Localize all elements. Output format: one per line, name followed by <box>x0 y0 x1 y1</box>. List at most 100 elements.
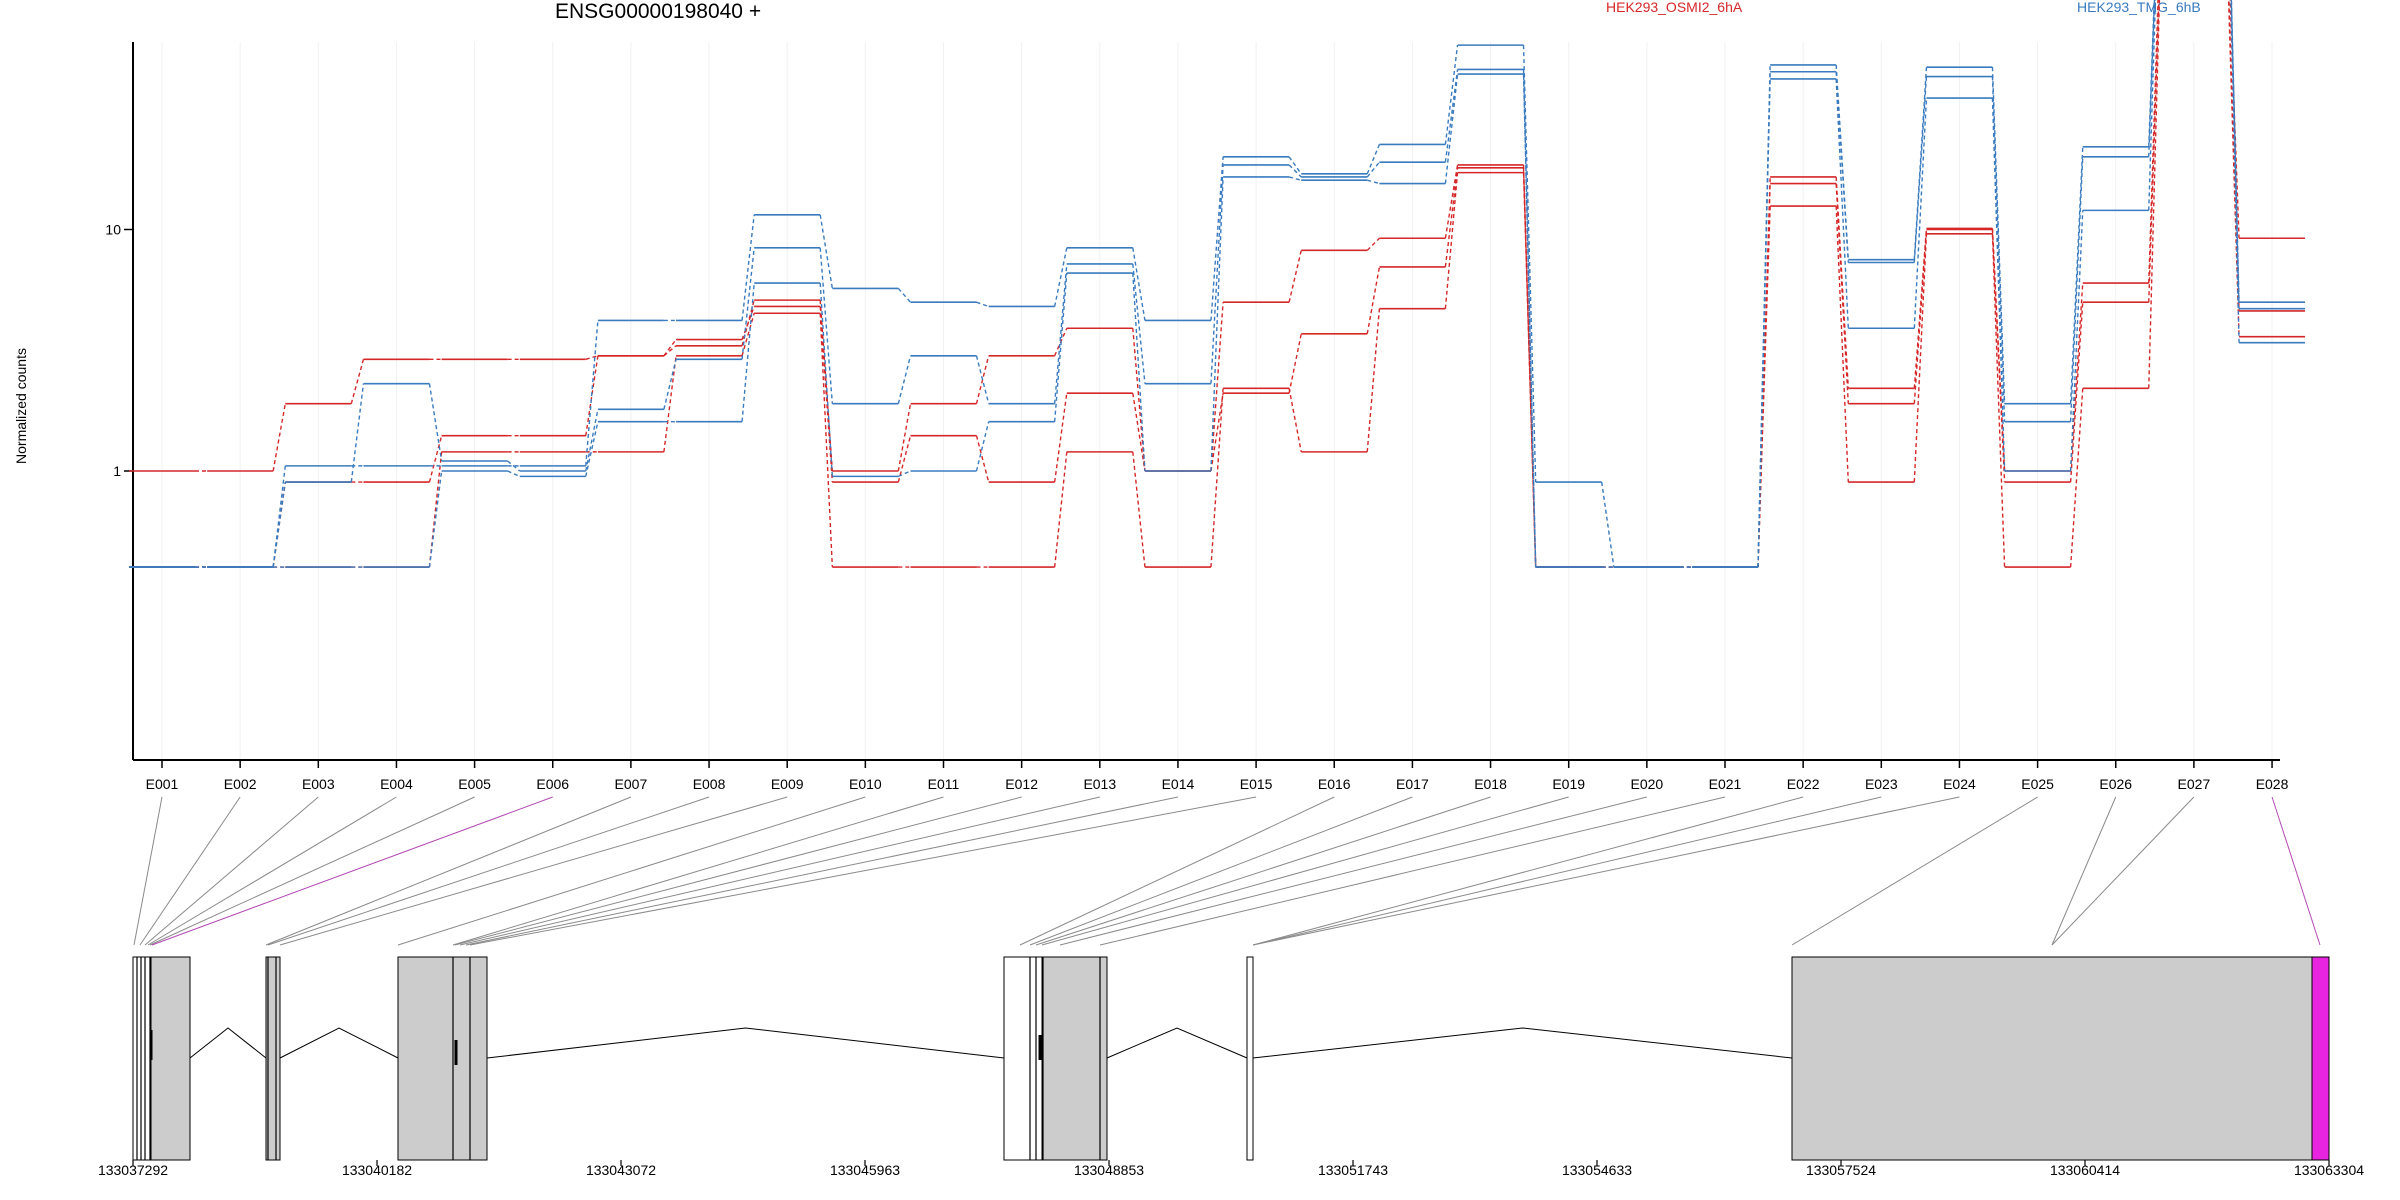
series-3-link-9 <box>819 313 834 568</box>
x-axis: E001 E002 E003 E004 E005 E006 E007 E008 E009 E010… <box>133 759 2289 792</box>
series-3-link-27 <box>2227 0 2240 337</box>
x-tick-label-e027: E027 <box>2178 776 2211 792</box>
series-5-link-7 <box>663 359 677 410</box>
gene-exon-block-2 <box>150 956 191 1161</box>
series-6-link-11 <box>975 421 990 472</box>
series-2-link-9 <box>819 306 834 483</box>
y-tick-label-1: 1 <box>113 463 121 479</box>
intron-4 <box>1106 1027 1248 1059</box>
x-tick-label-e012: E012 <box>1005 776 1038 792</box>
connector-e018 <box>1035 796 1491 946</box>
exon-connector-lines <box>133 796 2321 946</box>
y-axis-label: Normalized counts <box>13 348 29 464</box>
series-4-link-15 <box>1288 156 1302 175</box>
connector-e008 <box>267 796 710 946</box>
connector-e003 <box>144 796 319 946</box>
connector-e007 <box>265 796 632 946</box>
connector-e020 <box>1059 796 1647 946</box>
series-4-link-21 <box>1757 64 1771 568</box>
series-4-link-8 <box>741 214 755 321</box>
series-1-link-14 <box>1210 302 1224 472</box>
series-4-link-6 <box>585 320 599 466</box>
series-2-link-13 <box>1132 393 1146 472</box>
series-5-link-22 <box>1835 71 1849 263</box>
series-6-link-16 <box>1367 179 1380 185</box>
series-2-link-23 <box>1913 229 1928 404</box>
x-tick-label-e021: E021 <box>1709 776 1742 792</box>
x-tick-label-e024: E024 <box>1943 776 1976 792</box>
connector-e001 <box>133 796 163 946</box>
series-4-link-17 <box>1444 45 1459 145</box>
intron-3 <box>486 1027 1005 1059</box>
series-4-link-18 <box>1522 45 1537 483</box>
coord-tick-label-6: 133051743 <box>1318 1162 1388 1178</box>
series-1-link-6 <box>585 355 599 361</box>
coord-tick-label-7: 133054633 <box>1562 1162 1632 1178</box>
series-3-link-17 <box>1444 172 1459 309</box>
series-5-link-10 <box>897 355 912 404</box>
series-6-link-24 <box>1991 98 2006 472</box>
series-2-link-10 <box>897 435 912 483</box>
series-1-link-26 <box>2148 0 2159 284</box>
x-tick-label-e013: E013 <box>1083 776 1116 792</box>
series-6-link-4 <box>428 470 443 568</box>
series-1-link-23 <box>1913 228 1928 389</box>
series-3-link-15 <box>1288 388 1302 453</box>
coord-tick-label-2: 133040182 <box>342 1162 412 1178</box>
x-tick-label-e022: E022 <box>1787 776 1820 792</box>
coord-tick-label-3: 133043072 <box>586 1162 656 1178</box>
x-tick-label-e019: E019 <box>1552 776 1585 792</box>
connector-e026 <box>2051 796 2117 946</box>
connector-e014 <box>465 796 1179 946</box>
x-tick-label-e015: E015 <box>1240 776 1273 792</box>
connector-e012 <box>454 796 1022 946</box>
series-6-link-23 <box>1913 98 1928 329</box>
x-tick-label-e023: E023 <box>1865 776 1898 792</box>
connector-e024 <box>1252 796 1960 946</box>
series-6 <box>129 0 2306 568</box>
series-6-link-18 <box>1522 74 1537 568</box>
series-6-link-27 <box>2230 0 2240 343</box>
genomic-coordinate-axis: 133037292 133040182 133043072 133045963 1330… <box>98 1160 2364 1178</box>
series-4-link-14 <box>1210 156 1224 321</box>
connector-e004 <box>147 796 397 946</box>
connector-e005 <box>149 796 475 946</box>
gene-exon-block-4 <box>397 956 454 1161</box>
x-tick-label-e011: E011 <box>928 776 960 792</box>
connector-e025 <box>1791 796 2038 946</box>
series-2-link-14 <box>1210 393 1224 472</box>
series-6-link-5 <box>507 470 521 478</box>
x-tick-label-e020: E020 <box>1630 776 1663 792</box>
series-3-link-4 <box>428 451 443 568</box>
x-tick-label-e025: E025 <box>2021 776 2054 792</box>
y-tick-label-10: 10 <box>105 222 121 238</box>
connector-e017 <box>1029 796 1413 946</box>
series-5-link-17 <box>1444 69 1459 163</box>
series-4-link-10 <box>897 287 912 303</box>
chart-title: ENSG00000198040 + <box>555 0 762 23</box>
series-1-link-13 <box>1132 328 1146 472</box>
x-tick-label-e017: E017 <box>1396 776 1429 792</box>
series-3-link-8 <box>741 313 755 356</box>
series-6-link-13 <box>1132 273 1146 472</box>
series-2-link-25 <box>2069 302 2084 483</box>
series-2-link-15 <box>1288 333 1302 394</box>
coord-tick-label-1: 133037292 <box>98 1162 168 1178</box>
series-3 <box>129 0 2306 568</box>
exon-grid-lines <box>161 42 2273 760</box>
series-3-link-14 <box>1210 388 1224 568</box>
series-5-link-13 <box>1132 263 1146 384</box>
series-5-link-18 <box>1522 69 1537 568</box>
series-3-link-16 <box>1366 308 1381 452</box>
series-4-link-24 <box>1991 67 2006 404</box>
series-6-link-25 <box>2069 210 2084 472</box>
series-5-link-23 <box>1913 76 1928 263</box>
x-tick-label-e016: E016 <box>1318 776 1351 792</box>
series-3-link-13 <box>1132 451 1146 568</box>
series-2-link-12 <box>1053 393 1068 483</box>
series-5-link-16 <box>1366 161 1380 178</box>
series-2-link-22 <box>1835 183 1849 404</box>
coord-tick-label-9: 133060414 <box>2050 1162 2120 1178</box>
connector-e027 <box>2051 796 2195 946</box>
connector-e016 <box>1019 796 1335 946</box>
